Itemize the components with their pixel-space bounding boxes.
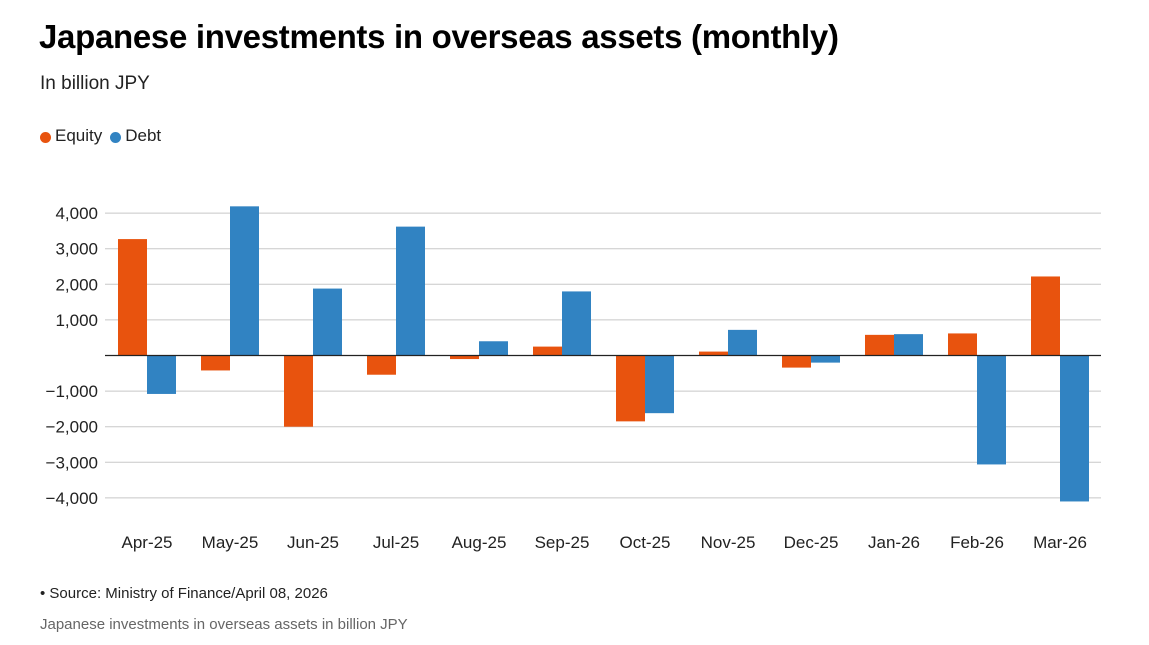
y-tick-label: −1,000 [46, 382, 98, 401]
bar-debt [230, 206, 259, 356]
source-note: • Source: Ministry of Finance/April 08, … [40, 585, 328, 602]
x-tick-label: Jul-25 [373, 533, 419, 552]
bar-debt [1060, 355, 1089, 502]
legend-label-debt: Debt [125, 126, 162, 145]
bar-equity [201, 355, 230, 371]
legend-swatch-equity [40, 131, 51, 143]
legend: Equity Debt [40, 126, 169, 146]
x-tick-label: Oct-25 [619, 533, 670, 552]
bar-equity [616, 355, 645, 422]
chart-subtitle: In billion JPY [40, 73, 150, 94]
x-tick-label: May-25 [202, 533, 259, 552]
x-tick-label: Dec-25 [784, 533, 839, 552]
bar-debt [147, 355, 176, 394]
x-tick-label: Jan-26 [868, 533, 920, 552]
y-tick-label: −3,000 [46, 453, 98, 472]
y-tick-label: 1,000 [55, 311, 98, 330]
bar-equity [533, 346, 562, 356]
y-tick-label: 3,000 [55, 240, 98, 259]
bar-equity [865, 334, 894, 356]
y-tick-label: 4,000 [55, 204, 98, 223]
bar-equity [782, 355, 811, 368]
x-tick-label: Apr-25 [121, 533, 172, 552]
x-tick-label: Feb-26 [950, 533, 1004, 552]
bar-debt [396, 226, 425, 356]
bar-equity [948, 333, 977, 356]
bar-equity [1031, 276, 1060, 356]
y-tick-label: 2,000 [55, 275, 98, 294]
y-tick-label: −2,000 [46, 418, 98, 437]
bar-equity [367, 355, 396, 375]
chart-caption: Japanese investments in overseas assets … [40, 616, 408, 633]
bar-equity [699, 351, 728, 356]
bar-debt [645, 355, 674, 414]
x-tick-label: Nov-25 [701, 533, 756, 552]
bar-debt [894, 334, 923, 356]
legend-item-equity: Equity [40, 126, 102, 146]
x-tick-label: Aug-25 [452, 533, 507, 552]
bar-equity [284, 355, 313, 427]
bar-equity [450, 355, 479, 360]
x-tick-label: Mar-26 [1033, 533, 1087, 552]
legend-swatch-debt [110, 131, 122, 143]
bar-debt [977, 355, 1006, 465]
legend-label-equity: Equity [55, 126, 103, 145]
bar-debt [313, 288, 342, 356]
y-tick-label: −4,000 [46, 489, 98, 508]
x-tick-label: Jun-25 [287, 533, 339, 552]
bar-debt [728, 329, 757, 356]
chart-title: Japanese investments in overseas assets … [39, 18, 839, 55]
legend-item-debt: Debt [110, 126, 161, 146]
bar-equity [118, 239, 147, 356]
bar-debt [811, 355, 840, 363]
bar-debt [479, 341, 508, 356]
bar-debt [562, 291, 591, 356]
x-tick-label: Sep-25 [535, 533, 590, 552]
